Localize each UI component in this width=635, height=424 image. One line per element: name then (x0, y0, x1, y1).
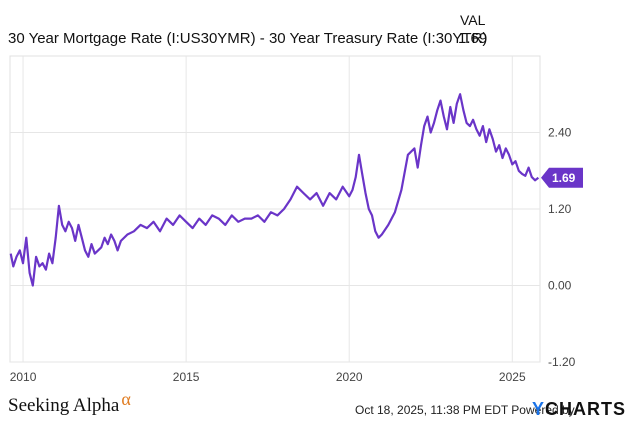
series-line[interactable] (9, 93, 540, 287)
last-value-badge: 1.69 (541, 167, 583, 188)
y-tick-label: -1.20 (548, 355, 576, 369)
y-tick-label: 2.40 (548, 126, 572, 140)
y-tick-label: 1.20 (548, 202, 572, 216)
x-tick-label: 2010 (10, 370, 37, 384)
ycharts-logo[interactable]: YCHARTS (532, 399, 626, 420)
value-column-label: VAL (460, 12, 486, 28)
seeking-alpha-wordmark: Seeking Alpha (8, 395, 120, 416)
x-tick-label: 2025 (499, 370, 526, 384)
y-axis: 2.40 1.20 0.00 -1.20 (548, 126, 576, 370)
ycharts-y-icon: Y (532, 399, 546, 419)
seeking-alpha-logo[interactable]: Seeking Alpha α (8, 389, 131, 417)
footer-timestamp: Oct 18, 2025, 11:38 PM EDT Powered by (355, 403, 575, 417)
ycharts-wordmark: CHARTS (545, 399, 627, 419)
grid (10, 56, 540, 363)
x-axis: 2010 2015 2020 2025 (10, 370, 526, 384)
chart-title: 30 Year Mortgage Rate (I:US30YMR) - 30 Y… (8, 30, 488, 47)
chart-canvas: 2.40 1.20 0.00 -1.20 2010 2015 2020 2025 1.69 (9, 55, 583, 384)
badge-shape (541, 167, 583, 188)
x-tick-label: 2020 (336, 370, 363, 384)
badge-label: 1.69 (552, 171, 576, 185)
current-value: 1.69 (458, 30, 488, 47)
x-tick-label: 2015 (173, 370, 200, 384)
y-tick-label: 0.00 (548, 279, 572, 293)
alpha-icon: α (121, 389, 131, 409)
